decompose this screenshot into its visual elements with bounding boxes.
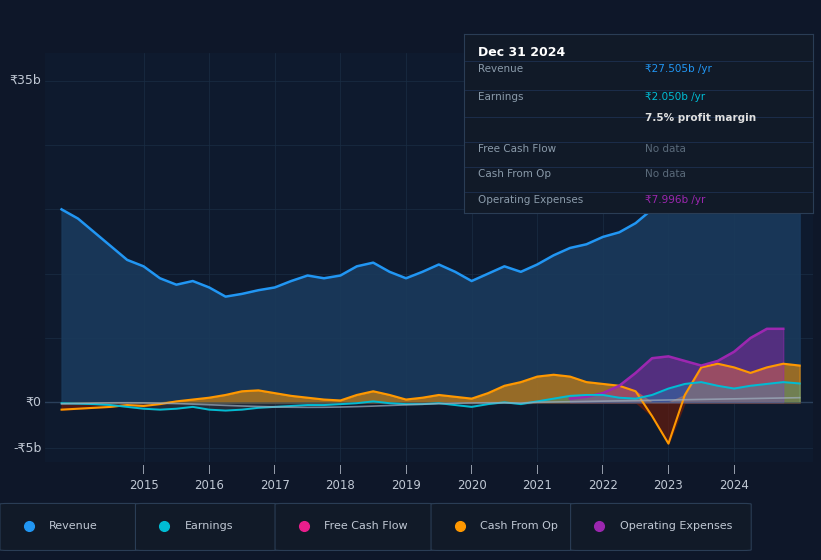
Text: Free Cash Flow: Free Cash Flow bbox=[478, 144, 556, 154]
Text: |: | bbox=[667, 465, 670, 474]
Text: 2022: 2022 bbox=[588, 479, 617, 492]
Text: 7.5% profit margin: 7.5% profit margin bbox=[645, 113, 756, 123]
Text: 2023: 2023 bbox=[654, 479, 683, 492]
Text: |: | bbox=[602, 465, 604, 474]
Text: |: | bbox=[208, 465, 211, 474]
Text: Operating Expenses: Operating Expenses bbox=[478, 195, 583, 205]
Text: Operating Expenses: Operating Expenses bbox=[620, 521, 732, 531]
Text: |: | bbox=[732, 465, 736, 474]
Text: Earnings: Earnings bbox=[185, 521, 233, 531]
Text: Revenue: Revenue bbox=[49, 521, 98, 531]
Text: No data: No data bbox=[645, 169, 686, 179]
Text: |: | bbox=[142, 465, 145, 474]
Text: ₹0: ₹0 bbox=[25, 396, 41, 409]
Text: Free Cash Flow: Free Cash Flow bbox=[324, 521, 408, 531]
Text: -₹5b: -₹5b bbox=[13, 442, 41, 455]
Text: 2017: 2017 bbox=[260, 479, 290, 492]
FancyBboxPatch shape bbox=[571, 503, 751, 550]
Text: |: | bbox=[339, 465, 342, 474]
Text: Cash From Op: Cash From Op bbox=[480, 521, 558, 531]
Text: ₹35b: ₹35b bbox=[10, 74, 41, 87]
Text: ₹2.050b /yr: ₹2.050b /yr bbox=[645, 92, 705, 102]
Text: Revenue: Revenue bbox=[478, 64, 523, 74]
FancyBboxPatch shape bbox=[275, 503, 435, 550]
Text: 2019: 2019 bbox=[391, 479, 421, 492]
Text: 2024: 2024 bbox=[719, 479, 749, 492]
Text: Earnings: Earnings bbox=[478, 92, 523, 102]
Text: |: | bbox=[470, 465, 473, 474]
Text: 2015: 2015 bbox=[129, 479, 158, 492]
Text: Dec 31 2024: Dec 31 2024 bbox=[478, 46, 565, 59]
Text: ₹7.996b /yr: ₹7.996b /yr bbox=[645, 195, 706, 205]
Text: |: | bbox=[405, 465, 407, 474]
Text: |: | bbox=[273, 465, 276, 474]
FancyBboxPatch shape bbox=[431, 503, 575, 550]
Text: 2016: 2016 bbox=[195, 479, 224, 492]
FancyBboxPatch shape bbox=[0, 503, 140, 550]
Text: No data: No data bbox=[645, 144, 686, 154]
Text: 2018: 2018 bbox=[325, 479, 355, 492]
Text: 2020: 2020 bbox=[456, 479, 487, 492]
Text: 2021: 2021 bbox=[522, 479, 553, 492]
Text: Cash From Op: Cash From Op bbox=[478, 169, 551, 179]
Text: |: | bbox=[536, 465, 539, 474]
FancyBboxPatch shape bbox=[135, 503, 279, 550]
Text: ₹27.505b /yr: ₹27.505b /yr bbox=[645, 64, 712, 74]
